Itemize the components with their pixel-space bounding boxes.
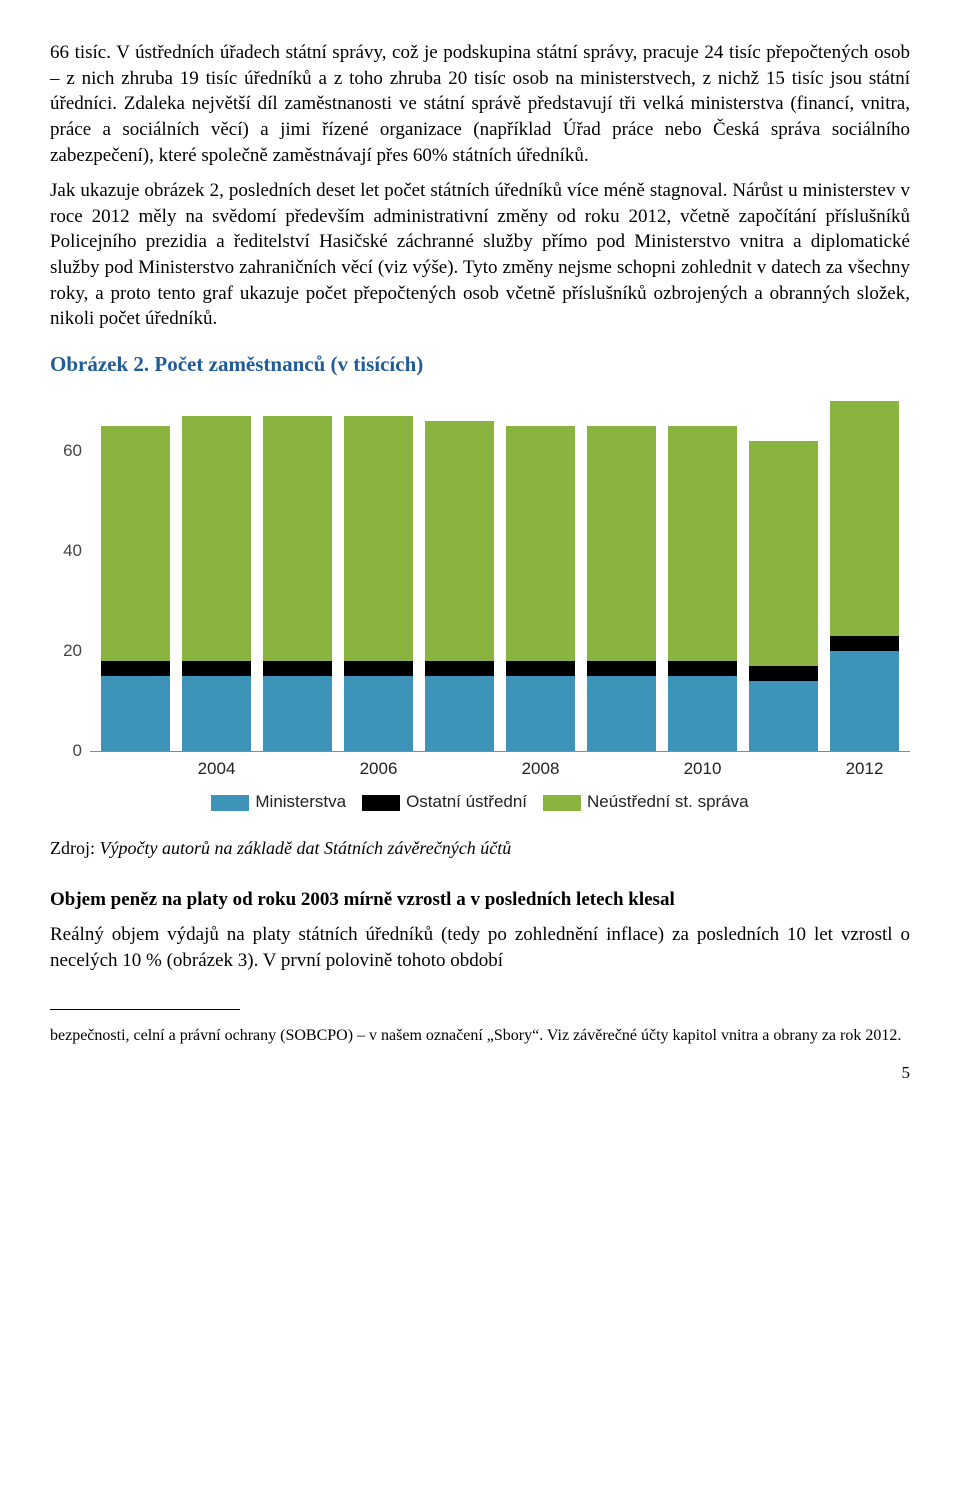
legend-label: Neústřední st. správa: [587, 791, 749, 814]
chart-bar-segment-neustredni: [506, 426, 575, 661]
chart-x-tick: 2008: [506, 758, 575, 781]
chart-bar-segment-neustredni: [182, 416, 251, 661]
chart-bar: [668, 391, 737, 751]
chart-bar: [182, 391, 251, 751]
chart-bar: [101, 391, 170, 751]
chart-bar-segment-neustredni: [668, 426, 737, 661]
chart-x-tick: [263, 758, 332, 781]
chart-bar-segment-ministerstva: [344, 676, 413, 751]
chart-bar-segment-ministerstva: [668, 676, 737, 751]
chart-bar-segment-ministerstva: [830, 651, 899, 751]
chart-bar-segment-ostatni: [749, 666, 818, 681]
chart-bar-segment-neustredni: [749, 441, 818, 666]
paragraph-2: Jak ukazuje obrázek 2, posledních deset …: [50, 178, 910, 332]
chart-bar: [344, 391, 413, 751]
chart-x-tick: [587, 758, 656, 781]
footnote-text: bezpečnosti, celní a právní ochrany (SOB…: [50, 1026, 910, 1046]
chart-x-tick: [749, 758, 818, 781]
chart-bar-segment-neustredni: [263, 416, 332, 661]
source-label: Zdroj:: [50, 838, 100, 858]
chart-bar: [830, 391, 899, 751]
legend-swatch-icon: [211, 795, 249, 811]
chart-bar-segment-ministerstva: [182, 676, 251, 751]
chart-bar-segment-ministerstva: [425, 676, 494, 751]
chart-bar: [587, 391, 656, 751]
legend-label: Ostatní ústřední: [406, 791, 527, 814]
chart-x-tick: 2006: [344, 758, 413, 781]
chart-x-tick: 2004: [182, 758, 251, 781]
chart-y-tick: 20: [63, 642, 90, 660]
chart-bar-segment-ministerstva: [587, 676, 656, 751]
legend-item-ostatni: Ostatní ústřední: [362, 791, 527, 814]
legend-item-ministerstva: Ministerstva: [211, 791, 346, 814]
chart-bar-segment-ostatni: [344, 661, 413, 676]
chart-x-tick: 2012: [830, 758, 899, 781]
chart-bar-segment-ministerstva: [749, 681, 818, 751]
chart-bar: [749, 391, 818, 751]
chart-bar: [506, 391, 575, 751]
chart-bar-segment-neustredni: [425, 421, 494, 661]
chart-legend: Ministerstva Ostatní ústřední Neústřední s…: [50, 791, 910, 814]
chart-plot-area: [90, 391, 910, 752]
chart-y-tick: 0: [73, 742, 90, 760]
chart-title: Obrázek 2. Počet zaměstnanců (v tisících…: [50, 350, 910, 378]
chart-x-tick: [425, 758, 494, 781]
legend-item-neustredni: Neústřední st. správa: [543, 791, 749, 814]
paragraph-3: Reálný objem výdajů na platy státních úř…: [50, 922, 910, 973]
chart-bar-segment-neustredni: [344, 416, 413, 661]
chart-x-tick: [101, 758, 170, 781]
footnote-separator: [50, 1009, 240, 1010]
chart-bar-segment-ministerstva: [263, 676, 332, 751]
chart-bar-segment-neustredni: [101, 426, 170, 661]
chart-bar-segment-ostatni: [668, 661, 737, 676]
paragraph-1: 66 tisíc. V ústředních úřadech státní sp…: [50, 40, 910, 168]
section-subheading: Objem peněz na platy od roku 2003 mírně …: [50, 887, 910, 913]
chart-y-tick: 40: [63, 542, 90, 560]
chart-bar-segment-neustredni: [830, 401, 899, 636]
source-text: Výpočty autorů na základě dat Státních z…: [100, 838, 512, 858]
chart-y-axis: 6040200: [50, 391, 90, 751]
chart-bar-segment-ministerstva: [506, 676, 575, 751]
chart-container: 60 40 20 0 2004 2006 2008 2010 2012 Ministe…: [50, 386, 910, 814]
chart-source: Zdroj: Výpočty autorů na základě dat Stá…: [50, 836, 910, 860]
chart-bar-segment-ostatni: [101, 661, 170, 676]
chart-bar: [263, 391, 332, 751]
legend-swatch-icon: [362, 795, 400, 811]
chart-x-tick: 2010: [668, 758, 737, 781]
chart-bar-segment-ostatni: [830, 636, 899, 651]
chart-bar-segment-ostatni: [587, 661, 656, 676]
chart-bar-segment-ostatni: [425, 661, 494, 676]
chart-y-tick: 60: [63, 442, 90, 460]
chart-bar-segment-ostatni: [506, 661, 575, 676]
page-number: 5: [50, 1062, 910, 1085]
legend-label: Ministerstva: [255, 791, 346, 814]
chart-bar-segment-ostatni: [182, 661, 251, 676]
legend-swatch-icon: [543, 795, 581, 811]
chart-bar-segment-ostatni: [263, 661, 332, 676]
chart-bar: [425, 391, 494, 751]
chart-bar-segment-ministerstva: [101, 676, 170, 751]
chart-x-axis: 2004 2006 2008 2010 2012: [90, 752, 910, 781]
chart-bar-segment-neustredni: [587, 426, 656, 661]
